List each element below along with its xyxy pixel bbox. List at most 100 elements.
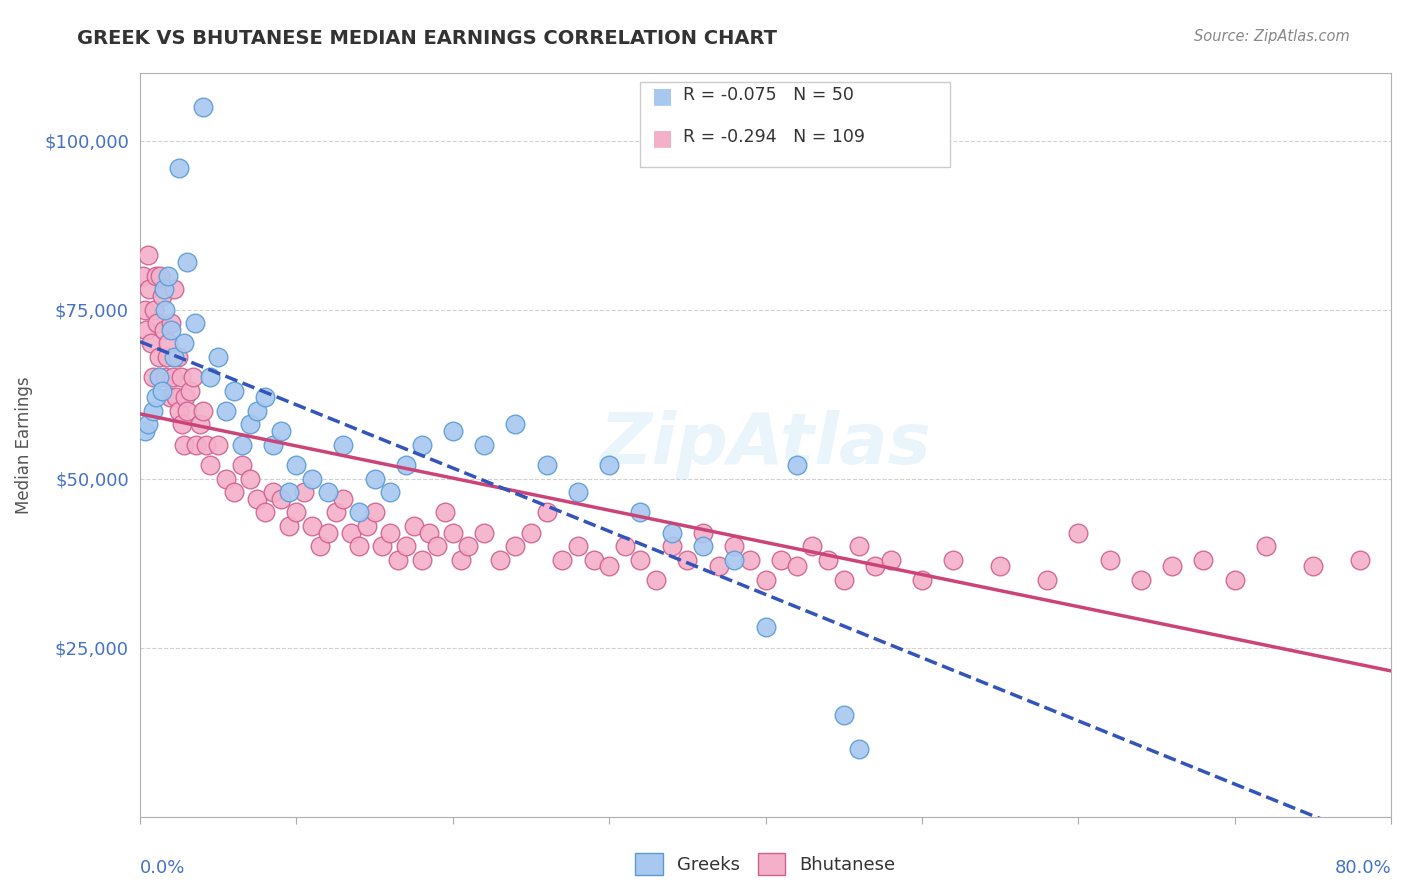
Point xyxy=(630,505,652,519)
Point xyxy=(1254,539,1277,553)
Point xyxy=(754,620,776,634)
Point xyxy=(723,552,745,566)
Point xyxy=(988,559,1011,574)
Point xyxy=(184,316,207,330)
Point xyxy=(613,539,636,553)
Point xyxy=(152,282,174,296)
Point xyxy=(848,539,870,553)
Point xyxy=(150,289,173,303)
Point xyxy=(536,458,558,472)
Point xyxy=(301,471,323,485)
Point xyxy=(911,573,934,587)
Point xyxy=(676,552,699,566)
Point xyxy=(567,485,589,500)
Point xyxy=(277,485,299,500)
Point xyxy=(1067,525,1090,540)
Point xyxy=(285,505,308,519)
Point xyxy=(200,458,222,472)
Point xyxy=(152,323,174,337)
Text: ZipAtlas: ZipAtlas xyxy=(600,410,931,479)
Point xyxy=(207,350,229,364)
Point xyxy=(160,323,183,337)
Point xyxy=(457,539,479,553)
Point xyxy=(148,350,170,364)
Point xyxy=(1302,559,1324,574)
Point xyxy=(863,559,886,574)
Point xyxy=(170,370,193,384)
Point xyxy=(520,525,543,540)
Point xyxy=(159,391,181,405)
Point xyxy=(270,491,292,506)
Point xyxy=(661,525,683,540)
Point xyxy=(153,370,176,384)
Point xyxy=(156,350,179,364)
Point xyxy=(135,323,157,337)
Point xyxy=(222,485,245,500)
Point xyxy=(200,370,222,384)
Point xyxy=(172,417,194,432)
Point xyxy=(292,485,315,500)
Point xyxy=(598,458,620,472)
Point xyxy=(148,370,170,384)
Text: ■: ■ xyxy=(652,128,672,148)
Point xyxy=(472,525,495,540)
Point xyxy=(191,404,214,418)
Point xyxy=(139,336,162,351)
Point xyxy=(848,742,870,756)
Point xyxy=(347,505,370,519)
Point xyxy=(246,404,269,418)
Point xyxy=(1036,573,1059,587)
Point xyxy=(207,438,229,452)
Text: Source: ZipAtlas.com: Source: ZipAtlas.com xyxy=(1194,29,1350,45)
Point xyxy=(231,458,253,472)
Point xyxy=(1161,559,1184,574)
Point xyxy=(173,336,195,351)
Point xyxy=(786,458,808,472)
Point xyxy=(472,438,495,452)
Text: 80.0%: 80.0% xyxy=(1334,859,1391,878)
Point xyxy=(246,491,269,506)
Point xyxy=(1192,552,1215,566)
Point xyxy=(166,350,188,364)
Text: 0.0%: 0.0% xyxy=(141,859,186,878)
Point xyxy=(1223,573,1246,587)
Point xyxy=(505,539,527,553)
Point xyxy=(801,539,824,553)
Point xyxy=(450,552,472,566)
Point xyxy=(567,539,589,553)
Point xyxy=(832,708,855,723)
Point xyxy=(231,438,253,452)
Point xyxy=(162,370,184,384)
Point xyxy=(1129,573,1152,587)
Point xyxy=(142,370,165,384)
Point xyxy=(411,438,433,452)
Point xyxy=(786,559,808,574)
Point xyxy=(176,255,198,269)
Point xyxy=(488,552,510,566)
Text: ■: ■ xyxy=(652,87,672,106)
Point xyxy=(163,282,186,296)
Point xyxy=(136,417,159,432)
Point xyxy=(723,539,745,553)
Point xyxy=(146,316,169,330)
Point xyxy=(194,438,217,452)
Point xyxy=(222,384,245,398)
Point xyxy=(215,404,238,418)
Point xyxy=(316,485,339,500)
Point xyxy=(505,417,527,432)
Point xyxy=(238,417,260,432)
Point xyxy=(536,505,558,519)
Point xyxy=(181,370,204,384)
Point xyxy=(238,471,260,485)
Point xyxy=(630,552,652,566)
Point xyxy=(136,248,159,262)
Point xyxy=(179,384,201,398)
Point xyxy=(380,485,402,500)
Point xyxy=(832,573,855,587)
Point xyxy=(316,525,339,540)
Point xyxy=(262,438,284,452)
Point xyxy=(153,302,176,317)
Point xyxy=(174,391,197,405)
Point xyxy=(661,539,683,553)
Point xyxy=(163,350,186,364)
